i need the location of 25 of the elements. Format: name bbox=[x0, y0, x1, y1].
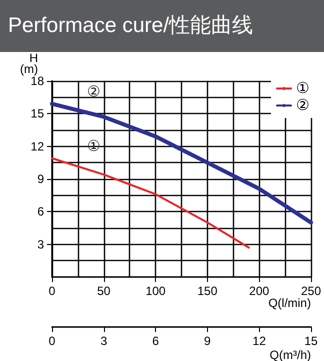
x-tick-label: 50 bbox=[97, 284, 111, 298]
legend-label: ② bbox=[296, 97, 309, 114]
x2-tick-label: 15 bbox=[304, 334, 318, 348]
y-tick-label: 18 bbox=[30, 74, 44, 88]
chart-title: Performace cure/性能曲线 bbox=[0, 0, 324, 52]
y-axis-title: H (m) bbox=[20, 51, 38, 76]
x2-tick-label: 9 bbox=[204, 334, 212, 348]
x-tick-label: 100 bbox=[146, 284, 166, 298]
line-series bbox=[51, 157, 250, 249]
x-tick-label: 250 bbox=[300, 284, 322, 298]
y-tick-label: 6 bbox=[37, 204, 44, 219]
x2-tick-label: 0 bbox=[48, 334, 56, 348]
x-tick-label: 150 bbox=[197, 284, 218, 298]
text: ② bbox=[87, 83, 100, 100]
y-tick-label: 15 bbox=[30, 106, 44, 121]
x-axis-title: Q(l/min) bbox=[268, 296, 311, 310]
x2-tick-label: 6 bbox=[152, 334, 160, 348]
x2-tick-label: 3 bbox=[100, 334, 108, 348]
x2-tick-label: 12 bbox=[252, 334, 266, 348]
y-tick-label: 3 bbox=[37, 237, 44, 252]
legend-label: ① bbox=[296, 80, 309, 97]
y-tick-label: 9 bbox=[37, 172, 44, 186]
x-tick-label: 200 bbox=[249, 284, 270, 298]
x-tick-label: 0 bbox=[48, 284, 56, 298]
y-tick-label: 12 bbox=[30, 139, 44, 154]
